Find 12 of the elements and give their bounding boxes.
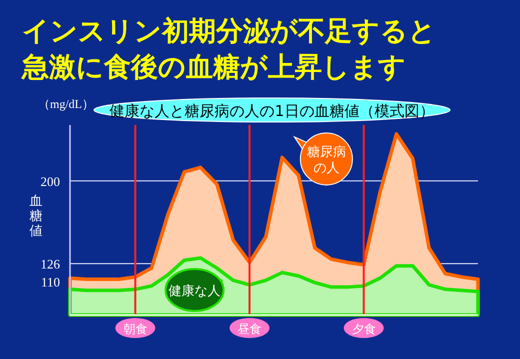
y-axis-title: 血糖値 xyxy=(30,194,42,239)
x-tick-label: 朝食 xyxy=(123,322,148,336)
y-tick-label: 126 xyxy=(40,256,60,272)
chart-subtitle: 健康な人と糖尿病の人の1日の血糖値（模式図） xyxy=(110,102,434,120)
y-tick-label: 110 xyxy=(40,274,60,290)
series-label: 健康な人 xyxy=(168,284,221,299)
chart-title: インスリン初期分泌が不足すると急激に食後の血糖が上昇します xyxy=(21,16,436,83)
text: （mg/dL） xyxy=(38,97,94,111)
x-tick-label: 昼食 xyxy=(238,322,262,336)
x-tick-label: 夕食 xyxy=(352,322,376,336)
y-tick-label: 200 xyxy=(40,174,60,189)
series-label: 糖尿病の人 xyxy=(306,144,346,176)
